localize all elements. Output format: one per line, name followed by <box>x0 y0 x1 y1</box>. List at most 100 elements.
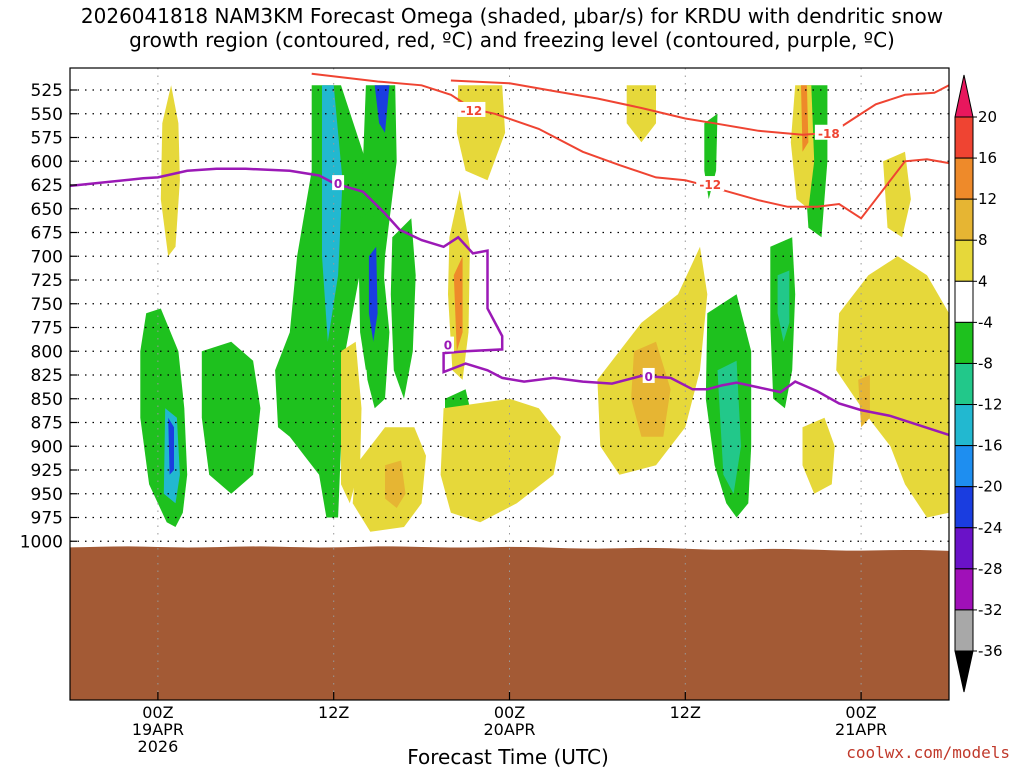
colorbar-bin-10 <box>954 486 974 529</box>
y-tick-label-725: 725 <box>31 271 63 291</box>
x-tick-label-24-0: 00Z <box>494 703 525 722</box>
y-tick-label-650: 650 <box>31 200 63 220</box>
omega-area-ascent-19apr-10z-15z <box>275 85 366 518</box>
omega-area-ascent-20apr-14z-core <box>717 360 741 494</box>
omega-area-ascent-20apr-19z-core <box>777 270 790 342</box>
omega-area-ascent-19apr-17z <box>390 218 416 399</box>
dgz-minus18-label-1-bg <box>814 124 843 140</box>
x-tick-label-0-2: 2026 <box>138 737 179 756</box>
axes: 525 550 575 600 625 650 675 700 725 750 775 800 825 8… <box>20 67 950 756</box>
colorbar-label-1: 16 <box>978 149 997 167</box>
omega-area-ascent-19apr-00z-low <box>140 308 188 527</box>
y-tick-label-875: 875 <box>31 414 63 434</box>
colorbar-label-2: 12 <box>978 190 997 208</box>
y-tick-label-850: 850 <box>31 390 63 410</box>
colorbar-bin-9 <box>954 445 974 488</box>
chart-title: 2026041818 NAM3KM Forecast Omega (shaded… <box>0 4 1024 52</box>
dgz-minus12-label-1-bg <box>457 101 486 117</box>
omega-area-descent-21apr-02z-upper <box>883 151 911 238</box>
colorbar-label-4: 4 <box>978 272 988 290</box>
omega-area-descent-19apr-20z-upper <box>456 85 506 181</box>
colorbar-label-3: 8 <box>978 231 988 249</box>
y-tick-label-675: 675 <box>31 224 63 244</box>
omega-area-ascent-19apr-15z-core <box>374 85 390 133</box>
colorbar-bin-2 <box>954 157 974 200</box>
colorbar-label-13: -36 <box>978 642 1003 660</box>
y-tick-label-575: 575 <box>31 129 63 149</box>
omega-area-ascent-19apr-12z-core <box>322 85 343 342</box>
y-tick-label-925: 925 <box>31 461 63 481</box>
colorbar-bin-12 <box>954 568 974 611</box>
y-tick-label-625: 625 <box>31 176 63 196</box>
y-tick-label-900: 900 <box>31 437 63 457</box>
colorbar-label-9: -20 <box>978 478 1003 496</box>
omega-area-descent-21apr-00z-core <box>858 375 870 428</box>
colorbar-label-8: -16 <box>978 437 1003 455</box>
dgz-contour-2 <box>450 79 949 136</box>
colorbar-label-7: -12 <box>978 396 1003 414</box>
x-axis-title: Forecast Time (UTC) <box>407 745 609 768</box>
x-tick-label-48-0: 00Z <box>845 703 876 722</box>
y-tick-label-600: 600 <box>31 152 63 172</box>
colorbar-bin-6 <box>954 321 974 364</box>
y-tick-label-975: 975 <box>31 509 63 529</box>
freezing-label-2-bg <box>441 336 454 352</box>
y-tick-label-800: 800 <box>31 342 63 362</box>
omega-area-descent-20apr-22z-low <box>802 417 835 494</box>
omega-area-ascent-19apr-14z-mid-core <box>368 246 378 342</box>
freezing-label-1: 0 <box>334 177 342 191</box>
dgz-minus12-label-2: -12 <box>699 178 721 192</box>
y-tick-label-525: 525 <box>31 81 63 101</box>
dgz-minus18-label-1: -18 <box>818 127 840 141</box>
colorbar-label-10: -24 <box>978 519 1003 537</box>
colorbar-top-triangle <box>954 74 974 118</box>
y-tick-label-1000: 1000 <box>20 532 63 552</box>
colorbar-bin-13 <box>954 609 974 652</box>
title-line-1: 2026041818 NAM3KM Forecast Omega (shaded… <box>80 4 944 28</box>
omega-area-descent-20apr-10z-core <box>631 341 671 437</box>
omega-area-ascent-19apr-03z-07z <box>201 341 261 494</box>
colorbar-bin-8 <box>954 404 974 447</box>
colorbar-bin-7 <box>954 362 974 406</box>
colorbar-bin-4 <box>954 239 974 282</box>
colorbar-bin-3 <box>954 198 974 241</box>
omega-area-descent-19apr-12z-low <box>341 341 362 504</box>
colorbar-bin-5 <box>954 280 974 323</box>
y-tick-label-750: 750 <box>31 295 63 315</box>
y-tick-label-775: 775 <box>31 319 63 339</box>
dgz-minus12-label-2-bg <box>696 176 725 192</box>
x-tick-label-12-0: 12Z <box>318 703 349 722</box>
x-tick-label-48-1: 21APR <box>835 720 887 739</box>
freezing-label-2: 0 <box>444 339 452 353</box>
y-tick-label-825: 825 <box>31 366 63 386</box>
omega-area-ascent-19apr-00z-low-max <box>168 417 174 475</box>
freezing-label-3: 0 <box>644 370 652 384</box>
colorbar-label-12: -32 <box>978 601 1003 619</box>
y-tick-label-550: 550 <box>31 105 63 125</box>
colorbar-label-11: -28 <box>978 560 1003 578</box>
credit-link[interactable]: coolwx.com/models <box>846 743 1010 762</box>
dgz-minus12-label-1: -12 <box>461 104 483 118</box>
y-tick-label-700: 700 <box>31 247 63 267</box>
x-tick-label-0-1: 19APR <box>132 720 184 739</box>
colorbar-label-6: -8 <box>978 354 993 372</box>
freezing-level-line <box>70 167 949 437</box>
freezing-label-3-bg <box>642 367 655 383</box>
omega-area-descent-19apr-00z-mid <box>160 85 180 257</box>
y-tick-label-950: 950 <box>31 485 63 505</box>
colorbar-bin-11 <box>954 527 974 570</box>
plot-area: 0 0 0 -12 -12 -18 <box>70 68 949 700</box>
x-tick-label-24-1: 20APR <box>483 720 535 739</box>
omega-area-descent-19apr-21z-low <box>440 398 561 523</box>
omega-area-descent-19apr-15z-core <box>385 460 406 508</box>
colorbar-bin-1 <box>954 116 974 159</box>
freezing-label-1-bg <box>332 175 345 191</box>
title-line-2: growth region (contoured, red, ºC) and f… <box>129 28 895 52</box>
x-tick-label-36-0: 12Z <box>670 703 701 722</box>
omega-area-descent-21apr-00z-06z <box>836 256 949 518</box>
x-tick-label-0-0: 00Z <box>142 703 173 722</box>
colorbar-bottom-triangle <box>954 650 974 693</box>
colorbar-label-5: -4 <box>978 313 993 331</box>
colorbar-label-0: 20 <box>978 108 997 126</box>
